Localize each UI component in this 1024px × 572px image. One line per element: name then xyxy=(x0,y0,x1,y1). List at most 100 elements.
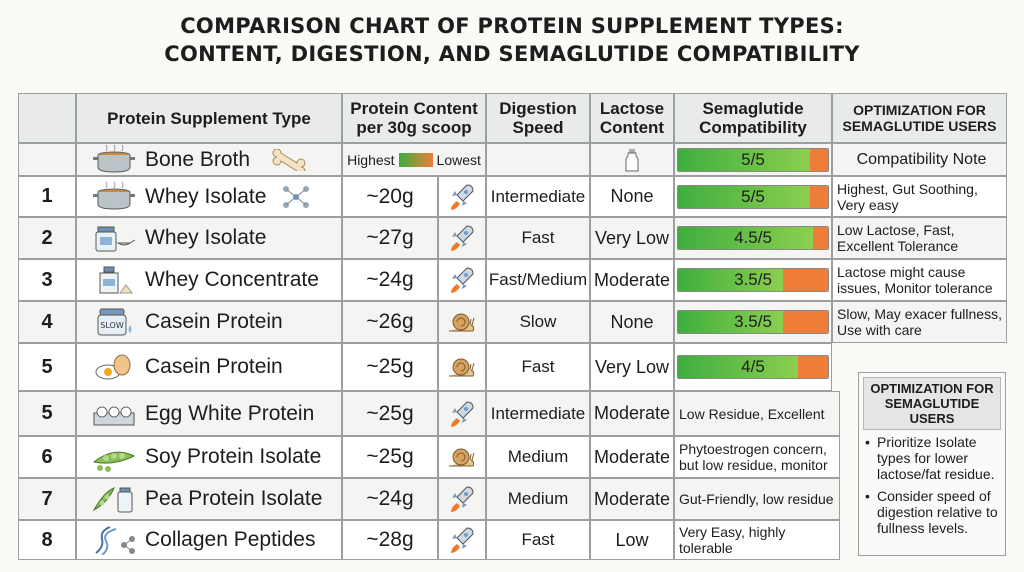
compat-cell: 4/5 xyxy=(674,343,832,391)
snail-icon xyxy=(442,350,482,384)
protein-content: ~26g xyxy=(342,301,438,343)
compat-bar-fill xyxy=(678,185,810,208)
header-type: Protein Supplement Type xyxy=(76,93,342,143)
optimization-bullet: Prioritize Isolate types for lower lacto… xyxy=(865,434,1005,482)
snail-icon xyxy=(442,305,482,339)
table-row-name: Whey Isolate xyxy=(76,217,342,259)
compat-bar-remainder xyxy=(813,227,828,249)
protein-content-value: ~27g xyxy=(366,226,414,249)
table-row-name: Soy Protein Isolate xyxy=(76,436,342,478)
protein-content-value: ~24g xyxy=(366,487,414,510)
compat-note: Very Easy, highly tolerable xyxy=(674,520,840,560)
optimization-bullet: Consider speed of digestion relative to … xyxy=(865,488,1005,536)
digestion-speed-value: Fast xyxy=(521,530,555,549)
protein-content: ~25g xyxy=(342,343,438,391)
compat-bar: 4.5/5 xyxy=(677,226,829,250)
compat-bar: 3.5/5 xyxy=(677,310,829,334)
title-line-1: COMPARISON CHART OF PROTEIN SUPPLEMENT T… xyxy=(180,14,844,38)
header-num xyxy=(18,93,76,143)
soybean-pod-icon xyxy=(83,440,145,474)
row-number-label: 3 xyxy=(41,268,53,291)
row-number: 5 xyxy=(18,343,76,391)
header-content: Protein Content per 30g scoop xyxy=(342,93,486,143)
digestion-speed-value: Fast/Medium xyxy=(488,270,588,289)
supplement-name: Bone Broth xyxy=(145,147,251,171)
supplement-name: Whey Isolate xyxy=(145,226,267,249)
row-number-label: 2 xyxy=(41,226,53,249)
digestion-speed: Intermediate xyxy=(486,391,590,436)
row-number: 1 xyxy=(18,176,76,217)
table-row-name: SLOW Casein Protein xyxy=(76,301,342,343)
compat-cell: 3.5/5 xyxy=(674,301,832,343)
egg-icon xyxy=(83,350,145,384)
rocket-icon xyxy=(442,397,482,431)
rocket-icon xyxy=(442,180,482,214)
legend-highest: Highest xyxy=(347,151,395,168)
digestion-speed: Fast xyxy=(486,520,590,560)
digestion-speed: Medium xyxy=(486,436,590,478)
supplement-name: Soy Protein Isolate xyxy=(145,445,322,468)
digestion-speed: Fast xyxy=(486,217,590,259)
content-legend: Highest Lowest xyxy=(342,143,486,176)
slow-jar-icon: SLOW xyxy=(83,305,145,339)
lactose-content: Moderate xyxy=(590,478,674,520)
protein-content-value: ~26g xyxy=(366,310,414,333)
table-row-name: Pea Protein Isolate xyxy=(76,478,342,520)
protein-content-value: ~25g xyxy=(366,355,414,378)
digestion-cell xyxy=(486,143,590,176)
rocket-icon xyxy=(442,523,482,557)
compat-note-text: Phytoestrogen concern, but low residue, … xyxy=(679,441,828,473)
compat-score-label: 5/5 xyxy=(741,186,765,206)
egg-carton-icon xyxy=(83,397,145,431)
header-optimization-label: OPTIMIZATION FOR SEMAGLUTIDE USERS xyxy=(842,102,997,134)
compat-note: Lactose might cause issues, Monitor tole… xyxy=(832,259,1007,301)
table-row-name: Collagen Peptides xyxy=(76,520,342,560)
compat-note-text: Very Easy, highly tolerable xyxy=(679,524,786,556)
table-row-name: Bone Broth xyxy=(76,143,342,176)
protein-content-value: ~28g xyxy=(366,528,414,551)
compat-bar: 4/5 xyxy=(677,355,829,379)
table-row-name: Whey Isolate xyxy=(76,176,342,217)
protein-content-value: ~25g xyxy=(366,445,414,468)
speed-icon-cell xyxy=(438,436,486,478)
row-number-label: 8 xyxy=(41,528,53,551)
compat-note: Low Residue, Excellent xyxy=(674,391,840,436)
title-line-2: CONTENT, DIGESTION, AND SEMAGLUTIDE COMP… xyxy=(164,42,860,66)
compat-score-label: 3.5/5 xyxy=(734,270,772,289)
protein-content-value: ~20g xyxy=(366,184,414,208)
compat-note: Phytoestrogen concern, but low residue, … xyxy=(674,436,840,478)
soup-pot-icon xyxy=(83,180,145,214)
compat-score-label: 4/5 xyxy=(741,357,765,376)
table-row-name: Whey Concentrate xyxy=(76,259,342,301)
lactose-content-value: None xyxy=(610,311,654,332)
lactose-content-value: Moderate xyxy=(593,488,671,509)
supplement-name: Whey Isolate xyxy=(145,184,267,208)
compat-cell: 4.5/5 xyxy=(674,217,832,259)
protein-content: ~24g xyxy=(342,478,438,520)
compat-note-text: Gut-Friendly, low residue xyxy=(679,491,834,507)
molecule-icon xyxy=(276,180,316,214)
header-lactose-label: Lactose Content xyxy=(599,99,665,137)
digestion-speed-value: Intermediate xyxy=(490,186,586,206)
row-number xyxy=(18,143,76,176)
lactose-content-value: None xyxy=(610,186,654,206)
digestion-speed-value: Medium xyxy=(507,489,569,508)
snail-icon xyxy=(442,440,482,474)
row-number-label: 4 xyxy=(41,310,53,333)
row-number-label: 5 xyxy=(41,355,53,378)
compat-note-text: Low Residue, Excellent xyxy=(679,405,825,422)
digestion-speed: Slow xyxy=(486,301,590,343)
protein-content-value: ~24g xyxy=(366,268,414,291)
digestion-speed-value: Fast xyxy=(521,228,555,247)
row-number: 3 xyxy=(18,259,76,301)
header-content-label: Protein Content per 30g scoop xyxy=(350,99,478,137)
row-number: 5 xyxy=(18,391,76,436)
lactose-content-value: Low xyxy=(615,529,649,550)
legend-lowest: Lowest xyxy=(436,151,481,168)
bone-broth-pot-icon xyxy=(83,144,145,175)
lactose-content: Moderate xyxy=(590,391,674,436)
digestion-speed: Fast/Medium xyxy=(486,259,590,301)
row-number: 8 xyxy=(18,520,76,560)
compat-score-label: 3.5/5 xyxy=(734,312,772,331)
speed-icon-cell xyxy=(438,301,486,343)
